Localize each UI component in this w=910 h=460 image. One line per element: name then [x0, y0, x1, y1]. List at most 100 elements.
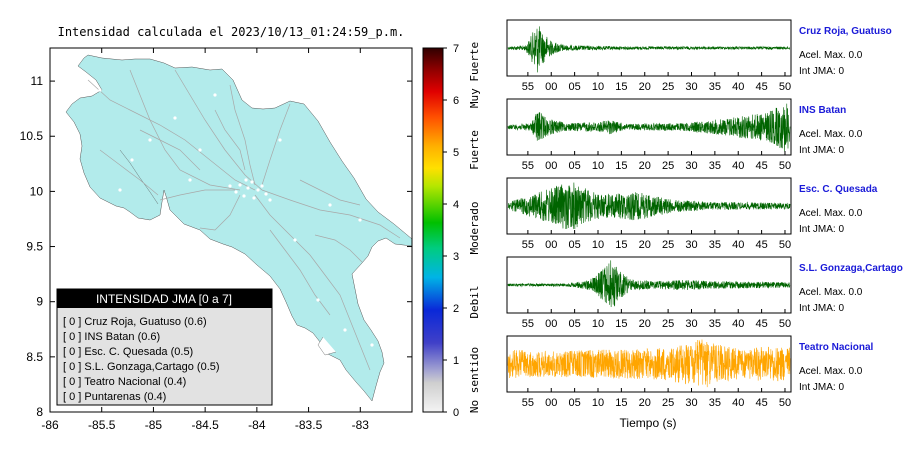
waveform-tick-label: 00 [545, 160, 557, 172]
station-int: Int JMA: 0 [799, 382, 844, 393]
waveform-tick-label: 20 [639, 81, 651, 93]
town-points [98, 88, 374, 347]
waveform-tick-label: 35 [709, 160, 721, 172]
waveform-tick-label: 15 [615, 397, 627, 409]
waveform-tick-label: 05 [568, 397, 580, 409]
waveform-panel: 55 00 05 10 15 20 25 30 35 40 45 50 Cruz Roja, Guatu… [506, 19, 892, 93]
map-y-tick-label: 9 [36, 295, 43, 309]
map-y-axis: 11 10.5 10 9.5 9 8.5 8 [20, 74, 412, 419]
waveform-tick-label: 15 [615, 318, 627, 330]
waveform-panel: 55 00 05 10 15 20 25 30 35 40 45 50 Esc. C. Quesada A… [506, 177, 878, 251]
map-x-tick-label: -83.5 [295, 418, 323, 432]
colorbar-label-muy-fuerte: Muy Fuerte [468, 42, 481, 108]
waveform-tick-label: 20 [639, 160, 651, 172]
waveform-tick-label: 25 [662, 397, 674, 409]
waveform-tick-label: 10 [592, 239, 604, 251]
peninsula-nicoya-coast [119, 149, 159, 205]
waveform-tick-label: 55 [522, 239, 534, 251]
waveform-tick-label: 30 [685, 81, 697, 93]
road-network [87, 69, 401, 371]
map-x-axis: -86 -85.5 -85 -84.5 -84 -83.5 -83 [41, 48, 369, 432]
station-name: Cruz Roja, Guatuso [799, 26, 892, 37]
waveform-tick-label: 45 [755, 318, 767, 330]
map-y-tick-label: 10 [30, 184, 44, 198]
colorbar-label-moderado: Moderado [468, 202, 481, 255]
waveform-tick-label: 40 [732, 160, 744, 172]
waveform-tick-label: 10 [592, 397, 604, 409]
map-y-tick-label: 10.5 [20, 129, 44, 143]
waveform-tick-label: 35 [709, 318, 721, 330]
intensity-colorbar [422, 47, 444, 413]
waveform-tick-label: 30 [685, 318, 697, 330]
map-x-tick-label: -84 [248, 418, 266, 432]
colorbar-tick-label: 3 [453, 251, 459, 263]
legend-item: [ 0 ] Puntarenas (0.4) [63, 391, 166, 403]
map-x-tick-label: -83 [352, 418, 370, 432]
waveform-panel: 55 00 05 10 15 20 25 30 35 40 45 50 INS Batan Acel. M… [506, 98, 863, 172]
colorbar-label-fuerte: Fuerte [468, 130, 481, 170]
intensity-legend: INTENSIDAD JMA [0 a 7] [ 0 ] Cruz Roja, … [56, 288, 273, 406]
legend-title: INTENSIDAD JMA [0 a 7] [96, 292, 232, 306]
waveform-tick-label: 55 [522, 160, 534, 172]
legend-item: [ 0 ] S.L. Gonzaga,Cartago (0.5) [63, 361, 220, 373]
waveform-panels: 55 00 05 10 15 20 25 30 35 40 45 50 Cruz Roja, Guatu… [506, 19, 903, 409]
station-acel: Acel. Max. 0.0 [799, 366, 863, 377]
legend-header-bar [57, 289, 272, 308]
waveform-tick-label: 30 [685, 160, 697, 172]
station-name: INS Batan [799, 105, 846, 116]
waveform-trace [507, 26, 791, 73]
map-title: Intensidad calculada el 2023/10/13_01:24… [58, 25, 405, 39]
waveform-tick-label: 45 [755, 239, 767, 251]
waveform-tick-label: 35 [709, 397, 721, 409]
station-name: Esc. C. Quesada [799, 184, 878, 195]
station-int: Int JMA: 0 [799, 303, 844, 314]
waveform-tick-label: 10 [592, 160, 604, 172]
waveform-tick-label: 50 [779, 160, 791, 172]
map-x-tick-label: -86 [41, 418, 59, 432]
waveform-tick-label: 15 [615, 81, 627, 93]
waveform-tick-label: 50 [779, 81, 791, 93]
colorbar-label-no-sentido: No sentido [468, 347, 481, 413]
colorbar-ticks: 0 1 2 3 4 5 6 7 [443, 43, 459, 419]
waveform-tick-label: 55 [522, 397, 534, 409]
waveform-trace [507, 339, 791, 388]
waveform-tick-label: 50 [779, 318, 791, 330]
waveform-tick-label: 05 [568, 318, 580, 330]
map-y-tick-label: 11 [31, 74, 44, 88]
waveform-tick-label: 55 [522, 81, 534, 93]
colorbar-tick-label: 2 [453, 303, 459, 315]
waveform-panel: 55 00 05 10 15 20 25 30 35 40 45 50 S.L. Gonzaga,Car… [506, 256, 903, 330]
waveform-trace [507, 103, 791, 152]
waveform-tick-label: 45 [755, 81, 767, 93]
waveform-tick-label: 15 [615, 160, 627, 172]
map-x-tick-label: -85 [145, 418, 163, 432]
colorbar-tick-label: 5 [453, 147, 459, 159]
waveform-tick-label: 25 [662, 239, 674, 251]
waveform-tick-label: 05 [568, 160, 580, 172]
map-y-tick-label: 8.5 [26, 350, 43, 364]
colorbar-tick-label: 0 [453, 407, 459, 419]
colorbar-tick-label: 4 [453, 199, 459, 211]
legend-box [56, 288, 273, 406]
colorbar-label-debil: Debil [468, 285, 481, 318]
station-acel: Acel. Max. 0.0 [799, 208, 863, 219]
legend-item: [ 0 ] Teatro Nacional (0.4) [63, 376, 186, 388]
costa-rica-landmass [65, 54, 412, 402]
colorbar-tick-label: 1 [453, 355, 459, 367]
station-int: Int JMA: 0 [799, 145, 844, 156]
waveform-tick-label: 20 [639, 318, 651, 330]
station-int: Int JMA: 0 [799, 66, 844, 77]
station-acel: Acel. Max. 0.0 [799, 50, 863, 61]
time-axis-label: Tiempo (s) [620, 416, 677, 430]
waveform-trace [507, 260, 791, 308]
station-acel: Acel. Max. 0.0 [799, 129, 863, 140]
waveform-tick-label: 40 [732, 397, 744, 409]
waveform-tick-label: 40 [732, 239, 744, 251]
waveform-tick-label: 15 [615, 239, 627, 251]
map-y-tick-label: 8 [36, 405, 43, 419]
bay-inlet [317, 336, 337, 356]
waveform-tick-label: 25 [662, 81, 674, 93]
station-acel: Acel. Max. 0.0 [799, 287, 863, 298]
waveform-tick-label: 35 [709, 81, 721, 93]
